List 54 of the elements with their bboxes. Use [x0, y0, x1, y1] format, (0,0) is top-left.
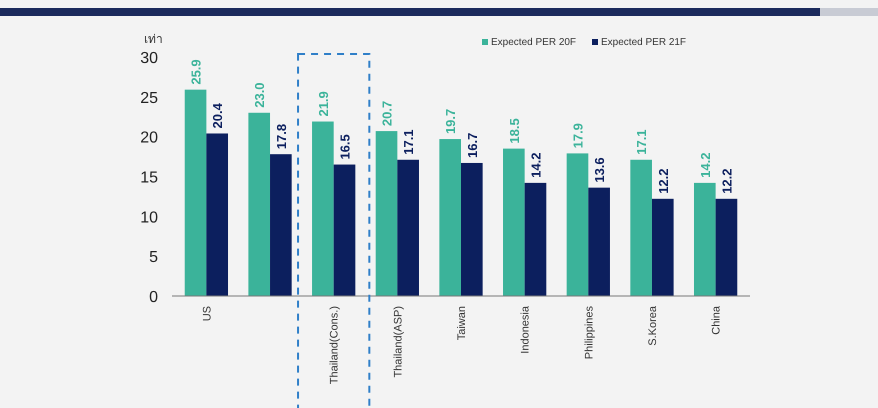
bar [376, 131, 398, 296]
legend-label: Expected PER 20F [491, 37, 576, 48]
bar [566, 153, 588, 296]
y-tick-label: 5 [149, 249, 158, 266]
data-label: 17.1 [401, 129, 416, 155]
bar [439, 139, 461, 296]
data-label: 20.7 [380, 100, 395, 126]
y-tick-label: 0 [149, 289, 158, 306]
data-label: 16.5 [338, 134, 353, 160]
bar [630, 160, 652, 296]
data-label: 23.0 [252, 82, 268, 108]
data-label: 12.2 [719, 168, 734, 194]
bar [524, 182, 546, 296]
data-label: 20.4 [210, 102, 226, 128]
x-tick-label: China [710, 305, 723, 335]
y-axis-title: เท่า [144, 32, 163, 46]
data-label: 17.9 [570, 123, 586, 148]
data-label: 12.2 [656, 168, 671, 194]
x-tick-label: US [201, 306, 214, 322]
bar [716, 198, 738, 296]
bar [461, 162, 483, 296]
y-tick-label: 30 [140, 50, 158, 67]
y-tick-label: 10 [140, 209, 158, 226]
data-label: 19.7 [443, 108, 458, 134]
data-label: 21.9 [316, 91, 331, 117]
bar [588, 188, 610, 296]
legend-label: Expected PER 21F [601, 37, 686, 48]
bar [312, 122, 334, 296]
bar [694, 182, 716, 296]
bar [248, 112, 270, 296]
bar [206, 133, 228, 296]
data-label: 14.2 [698, 152, 713, 178]
data-label: 13.6 [592, 157, 608, 183]
bar [270, 154, 292, 296]
x-tick-label: Thailand(ASP) [392, 306, 404, 378]
bar [334, 164, 356, 296]
bar [184, 90, 206, 296]
y-tick-label: 15 [140, 170, 158, 186]
y-tick-label: 25 [140, 90, 158, 107]
data-label: 18.5 [506, 118, 522, 144]
x-tick-label: S.Korea [646, 305, 659, 346]
bar [652, 198, 674, 296]
data-label: 25.9 [188, 59, 204, 85]
y-tick-label: 20 [140, 130, 158, 147]
data-label: 17.1 [634, 129, 650, 155]
x-tick-label: Thailand(Cons.) [328, 306, 341, 384]
x-tick-label: Philippines [583, 306, 596, 360]
x-tick-label: Taiwan [456, 306, 468, 340]
data-label: 16.7 [464, 132, 480, 158]
data-label: 17.8 [274, 124, 289, 150]
bar [503, 148, 525, 296]
x-tick-label: Indonesia [520, 305, 532, 354]
data-label: 14.2 [528, 152, 544, 178]
bar [397, 160, 419, 296]
